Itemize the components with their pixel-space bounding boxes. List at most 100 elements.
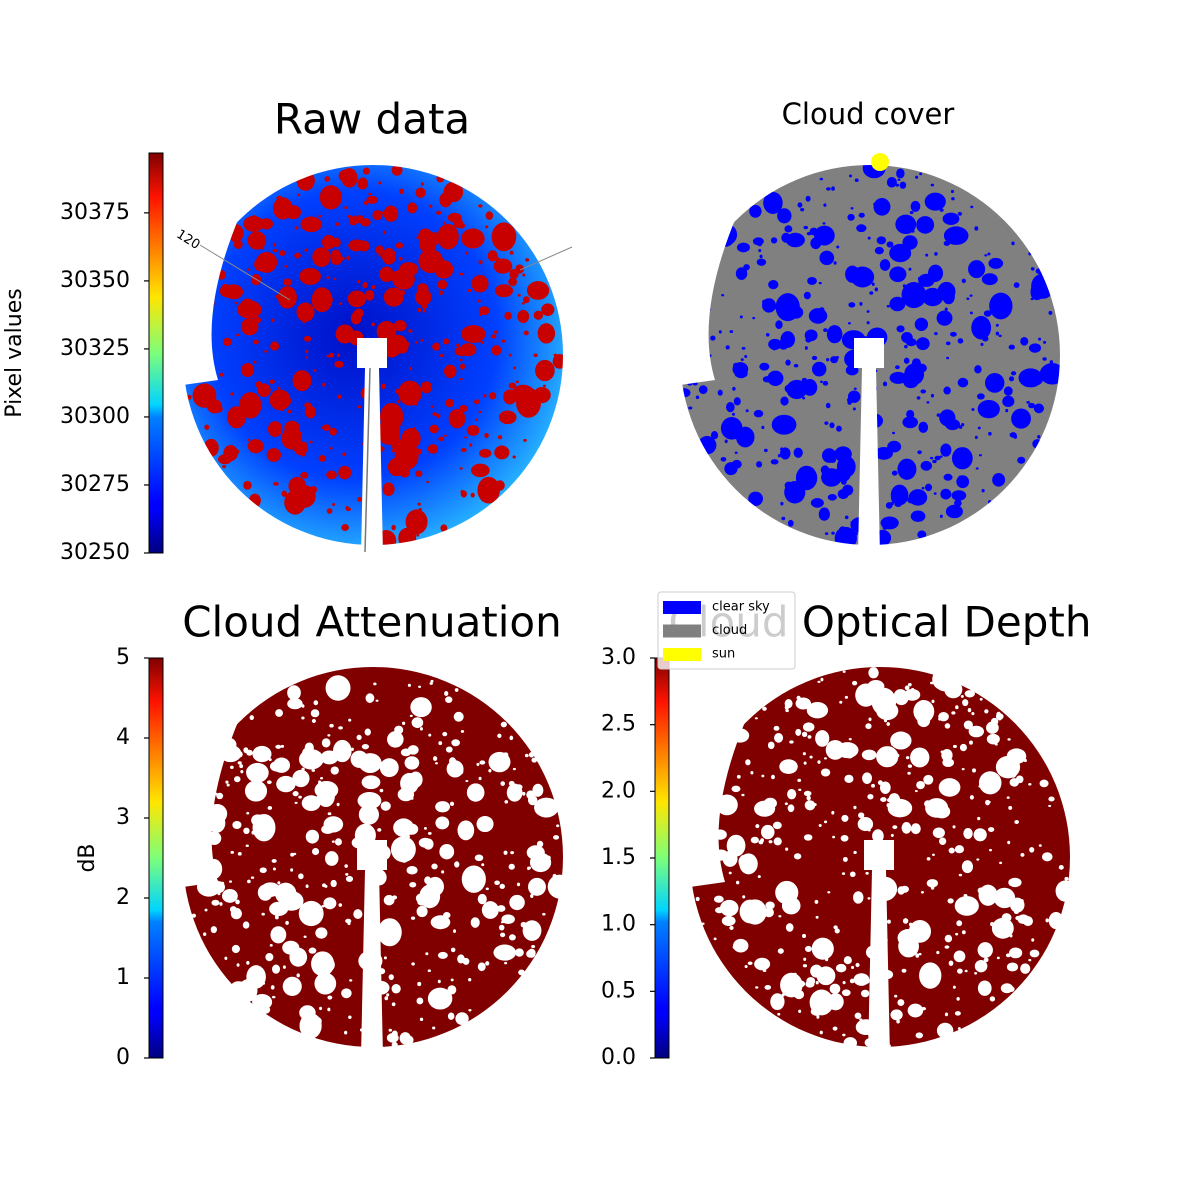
image-blob (424, 232, 442, 246)
image-blob (834, 928, 840, 934)
image-blob (920, 460, 933, 471)
image-blob (874, 287, 879, 292)
image-blob (424, 876, 432, 885)
image-blob (269, 760, 286, 772)
image-blob (826, 325, 843, 344)
image-blob (1022, 916, 1033, 927)
image-blob (939, 455, 943, 458)
image-blob (328, 352, 335, 358)
image-blob (987, 500, 992, 504)
image-blob (886, 722, 890, 726)
image-blob (995, 323, 999, 327)
image-blob (891, 493, 900, 504)
image-blob (373, 682, 377, 686)
image-blob (445, 696, 453, 704)
image-blob (366, 195, 378, 204)
image-blob (728, 840, 744, 857)
image-blob (915, 175, 919, 179)
image-blob (874, 246, 884, 255)
image-blob (903, 357, 910, 364)
image-blob (380, 801, 391, 811)
guide-line (519, 246, 573, 271)
image-blob (731, 785, 741, 793)
image-blob (490, 334, 497, 339)
image-blob (881, 970, 894, 980)
image-blob (247, 879, 251, 884)
image-blob (410, 797, 414, 800)
image-blob (362, 282, 368, 289)
image-blob (334, 838, 342, 846)
image-blob (802, 752, 806, 756)
image-blob (222, 464, 227, 469)
image-blob (399, 1032, 411, 1045)
image-blob (1008, 805, 1013, 810)
image-blob (207, 831, 222, 845)
image-blob (241, 363, 255, 378)
image-blob (411, 962, 415, 966)
image-blob (403, 264, 412, 274)
image-blob (754, 717, 758, 720)
image-blob (311, 718, 316, 724)
image-blob (553, 835, 560, 840)
image-blob (802, 933, 807, 939)
image-blob (229, 880, 233, 883)
image-blob (995, 713, 1004, 720)
image-blob (729, 917, 733, 921)
image-blob (943, 240, 951, 246)
image-blob (526, 281, 550, 300)
image-blob (1006, 962, 1019, 972)
image-blob (274, 915, 279, 920)
image-blob (920, 389, 927, 394)
image-blob (836, 425, 842, 432)
image-blob (920, 890, 924, 894)
image-blob (819, 250, 835, 266)
image-blob (753, 409, 764, 418)
image-blob (910, 510, 926, 522)
image-blob (887, 1044, 891, 1048)
image-blob (979, 697, 983, 701)
image-blob (889, 296, 906, 312)
image-blob (311, 769, 316, 772)
image-blob (952, 985, 956, 989)
image-blob (310, 709, 320, 718)
image-blob (521, 302, 525, 305)
image-blob (733, 938, 749, 953)
image-blob (708, 877, 712, 882)
legend-label: clear sky (712, 600, 770, 615)
image-blob (1048, 310, 1053, 315)
image-blob (988, 431, 992, 436)
image-blob (826, 358, 830, 362)
image-blob (970, 205, 974, 209)
image-blob (964, 969, 968, 973)
image-blob (253, 339, 259, 345)
image-blob (756, 258, 767, 266)
image-blob (964, 690, 975, 698)
image-blob (481, 901, 499, 919)
image-blob (861, 749, 877, 761)
image-blob (520, 921, 527, 928)
image-blob (1049, 360, 1054, 364)
image-blob (862, 772, 873, 784)
image-blob (222, 337, 232, 347)
image-blob (311, 951, 335, 977)
image-blob (319, 1006, 323, 1011)
image-blob (890, 501, 894, 506)
image-blob (917, 450, 922, 455)
image-blob (508, 863, 515, 870)
image-blob (460, 729, 465, 733)
image-blob (934, 971, 938, 975)
legend-label: cloud (712, 623, 747, 638)
image-blob (763, 191, 783, 214)
image-blob (338, 726, 343, 730)
image-blob (910, 823, 921, 835)
image-blob (337, 353, 341, 358)
image-blob (972, 264, 977, 268)
image-blob (322, 424, 331, 431)
image-blob (213, 874, 217, 878)
image-blob (357, 279, 361, 284)
image-blob (804, 346, 808, 350)
image-blob (692, 381, 698, 386)
image-blob (865, 383, 877, 394)
image-blob (957, 377, 969, 388)
image-blob (493, 258, 513, 274)
